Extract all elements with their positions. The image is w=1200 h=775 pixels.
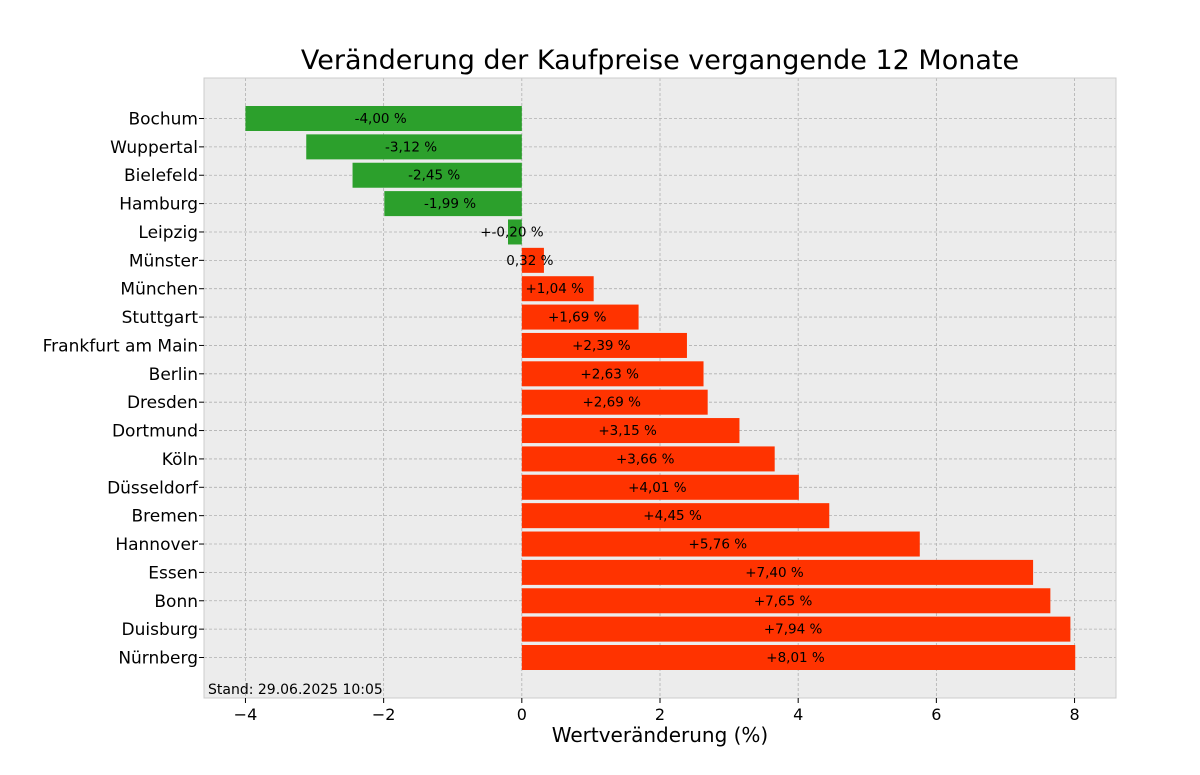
data-label: +4,01 % xyxy=(628,480,687,496)
x-tick-label: 6 xyxy=(931,705,941,724)
y-tick-label: Hannover xyxy=(115,535,198,555)
x-tick-label: −2 xyxy=(372,705,396,724)
bar xyxy=(521,531,920,557)
bar xyxy=(521,389,708,415)
bar xyxy=(508,219,522,245)
data-label: +8,01 % xyxy=(766,650,825,666)
data-label: -4,00 % xyxy=(355,111,407,127)
data-label: +7,94 % xyxy=(764,622,823,638)
bar xyxy=(521,332,687,358)
y-tick-label: Stuttgart xyxy=(122,308,199,328)
data-label: +2,69 % xyxy=(582,395,641,411)
x-tick-label: −4 xyxy=(234,705,258,724)
y-tick-label: Berlin xyxy=(149,365,198,385)
bar xyxy=(521,588,1051,614)
data-label: +3,66 % xyxy=(616,451,675,467)
chart-title: Veränderung der Kaufpreise vergangende 1… xyxy=(301,45,1019,76)
y-tick-label: München xyxy=(120,280,198,300)
data-label: +3,15 % xyxy=(598,423,657,439)
bar xyxy=(521,616,1071,642)
bars xyxy=(245,106,1076,670)
y-tick-label: Duisburg xyxy=(122,620,199,640)
data-label: +4,45 % xyxy=(643,508,702,524)
x-tick-label: 0 xyxy=(517,705,527,724)
data-label: +7,40 % xyxy=(745,565,804,581)
y-tick-label: Bremen xyxy=(131,507,198,527)
data-label: -1,99 % xyxy=(424,196,476,212)
data-label: 0,32 % xyxy=(506,253,553,269)
y-tick-label: Leipzig xyxy=(138,223,198,243)
bar xyxy=(521,361,704,387)
bar xyxy=(521,304,639,330)
bar xyxy=(352,162,522,188)
x-tick-label: 2 xyxy=(655,705,665,724)
timestamp-annotation: Stand: 29.06.2025 10:05 xyxy=(208,682,383,698)
bar xyxy=(521,503,830,529)
y-tick-label: Essen xyxy=(148,563,198,583)
bar xyxy=(521,645,1076,670)
bar xyxy=(245,106,522,131)
data-labels: -4,00 % -3,12 % -2,45 % -1,99 %+-0,20 % 0,32… xyxy=(355,111,825,666)
data-label: +5,76 % xyxy=(689,537,748,553)
y-tick-label: Münster xyxy=(129,251,198,271)
bar xyxy=(521,418,740,444)
y-tick-label: Bonn xyxy=(154,592,198,612)
y-tick-label: Frankfurt am Main xyxy=(43,336,198,356)
y-tick-label: Bielefeld xyxy=(124,166,198,186)
data-label: +2,39 % xyxy=(572,338,631,354)
x-axis-label: Wertveränderung (%) xyxy=(552,723,769,747)
y-tick-label: Hamburg xyxy=(119,195,198,215)
bar xyxy=(521,276,594,302)
bar xyxy=(306,134,522,160)
data-label: -3,12 % xyxy=(385,139,437,155)
bar xyxy=(384,191,522,217)
x-tick-label: 8 xyxy=(1069,705,1079,724)
x-tick-label: 4 xyxy=(793,705,803,724)
bar xyxy=(521,474,799,500)
y-tick-label: Nürnberg xyxy=(118,649,198,669)
y-tick-label: Dresden xyxy=(127,393,198,413)
y-tick-label: Düsseldorf xyxy=(107,478,199,498)
bar xyxy=(521,247,544,273)
data-label: +2,63 % xyxy=(580,366,639,382)
data-label: +1,04 % xyxy=(525,281,584,297)
data-label: +1,69 % xyxy=(548,310,607,326)
bar xyxy=(521,446,775,472)
y-tick-label: Köln xyxy=(162,450,198,470)
data-label: +-0,20 % xyxy=(480,224,544,240)
y-tick-labels: Bochum Wuppertal Bielefeld Hamburg Leipzig Mü… xyxy=(43,110,204,669)
data-label: -2,45 % xyxy=(408,168,460,184)
y-tick-label: Dortmund xyxy=(112,422,198,442)
bar xyxy=(521,559,1034,585)
x-tick-labels: −4 −2 0 2 4 6 8 xyxy=(234,698,1080,724)
y-tick-label: Wuppertal xyxy=(110,138,198,158)
y-tick-label: Bochum xyxy=(128,110,198,130)
data-label: +7,65 % xyxy=(754,593,813,609)
